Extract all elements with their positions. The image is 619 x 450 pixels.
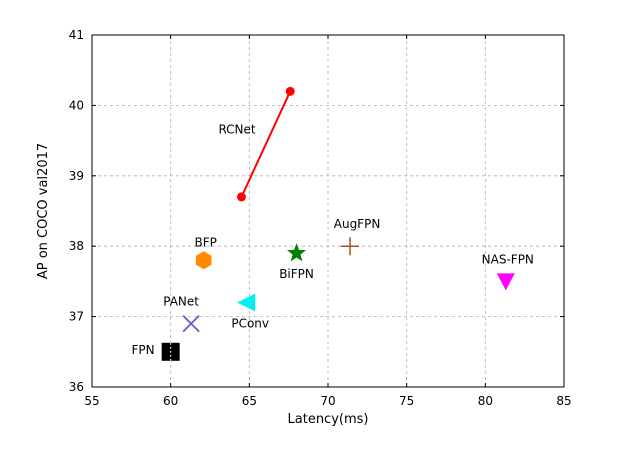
x-tick-label: 85: [556, 394, 571, 408]
rcnet-point: [285, 86, 295, 96]
x-tick-label: 55: [84, 394, 99, 408]
data-series: [161, 86, 515, 361]
x-tick-label: 70: [320, 394, 335, 408]
rcnet-line: [240, 90, 292, 198]
x-tick-label: 65: [242, 394, 257, 408]
nas-fpn-label: NAS-FPN: [482, 252, 534, 266]
bifpn-label: BiFPN: [279, 267, 314, 281]
x-tick-label: 60: [163, 394, 178, 408]
x-tick-label: 75: [399, 394, 414, 408]
y-tick-label: 36: [69, 380, 84, 394]
panet-label: PANet: [163, 295, 199, 309]
y-tick-label: 37: [69, 310, 84, 324]
y-tick-label: 39: [69, 169, 84, 183]
x-axis-label: Latency(ms): [288, 412, 369, 427]
fpn-label: FPN: [132, 343, 155, 357]
bfp-label: BFP: [195, 235, 217, 249]
point-labels: RCNet FPN PANet PConv BFP BiFPN AugFPN NAS-FPN: [132, 123, 534, 357]
x-tick-label: 80: [478, 394, 493, 408]
grid-lines: [91, 34, 565, 388]
augfpn-label: AugFPN: [334, 217, 381, 231]
y-tick-label: 40: [69, 98, 84, 112]
nas-fpn-marker: [496, 273, 515, 291]
axis-ticks: 55 60 65 70 75 80 85 36 37 38 39 40 41: [69, 28, 572, 408]
rcnet-label: RCNet: [218, 123, 255, 137]
pconv-marker: [237, 293, 256, 312]
y-axis-label: AP on COCO val2017: [36, 143, 51, 279]
bifpn-marker: [287, 243, 307, 262]
y-tick-label: 41: [69, 28, 84, 42]
bfp-marker: [195, 251, 212, 270]
rcnet-point: [236, 192, 246, 202]
panet-marker: [182, 315, 200, 333]
pconv-label: PConv: [231, 317, 269, 331]
augfpn-marker: [341, 237, 360, 256]
y-tick-label: 38: [69, 239, 84, 253]
